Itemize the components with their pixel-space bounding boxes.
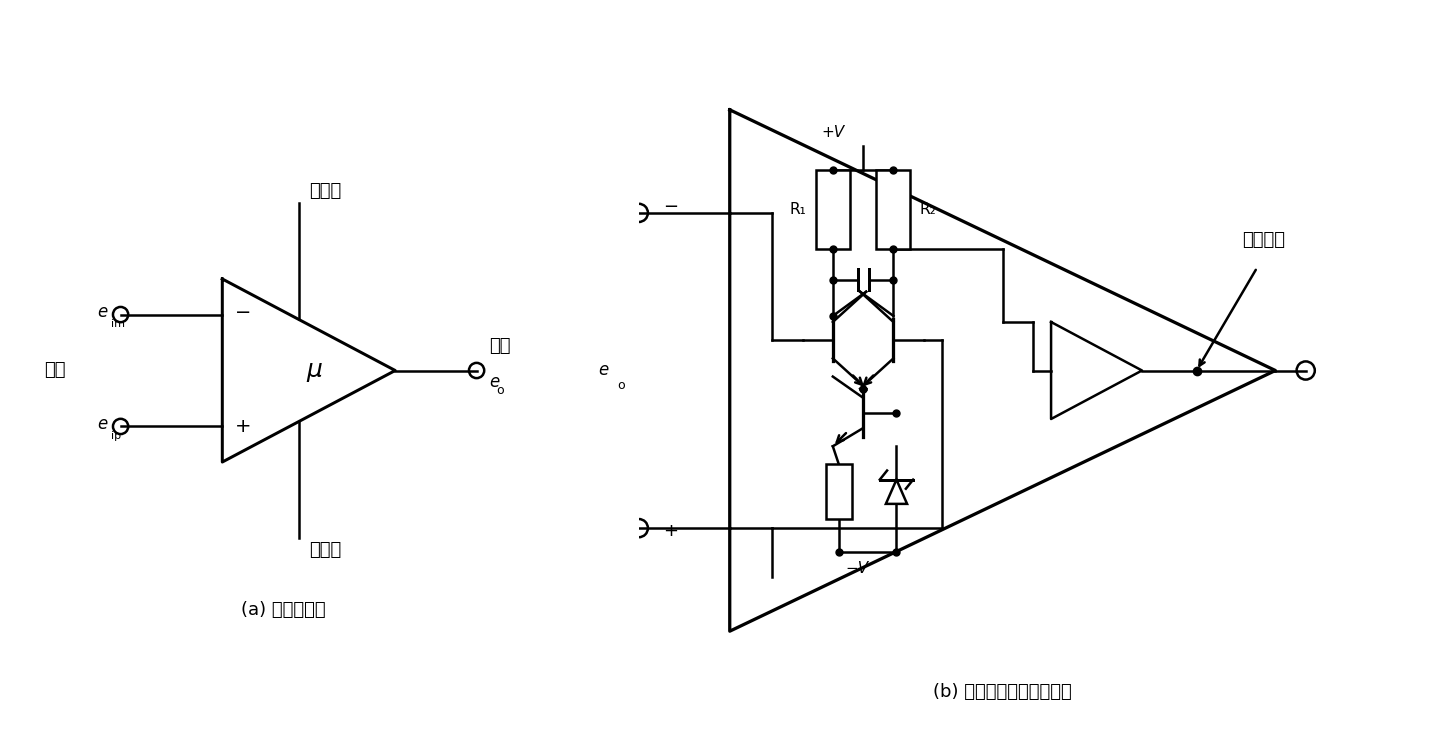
Text: −: −	[663, 198, 679, 216]
Text: e: e	[599, 362, 609, 379]
Text: o: o	[495, 385, 504, 397]
Text: +: +	[235, 417, 251, 436]
Text: −V: −V	[846, 562, 869, 576]
Text: e: e	[490, 373, 500, 391]
Text: +: +	[663, 522, 679, 540]
Text: ip: ip	[112, 431, 122, 441]
Text: −: −	[235, 302, 251, 322]
Text: o: o	[618, 379, 625, 392]
Text: 电压放大: 电压放大	[1242, 231, 1284, 249]
Bar	[876, 170, 911, 249]
Text: 负电源: 负电源	[309, 541, 341, 559]
Text: μ: μ	[307, 359, 321, 382]
Text: R₁: R₁	[790, 202, 806, 217]
Text: 输出: 输出	[490, 337, 511, 355]
Text: +V: +V	[821, 125, 844, 140]
Bar	[815, 170, 850, 249]
Text: R₂: R₂	[920, 202, 936, 217]
Text: 正电源: 正电源	[309, 182, 341, 200]
Polygon shape	[886, 479, 907, 504]
Text: e: e	[97, 303, 108, 321]
Text: im: im	[112, 319, 125, 329]
Text: 输入: 输入	[44, 362, 65, 379]
Text: (b) 运算放大器的内部结构: (b) 运算放大器的内部结构	[933, 682, 1072, 701]
Bar	[825, 465, 853, 519]
Text: e: e	[97, 415, 108, 433]
Text: (a) 符号与端子: (a) 符号与端子	[241, 600, 325, 619]
